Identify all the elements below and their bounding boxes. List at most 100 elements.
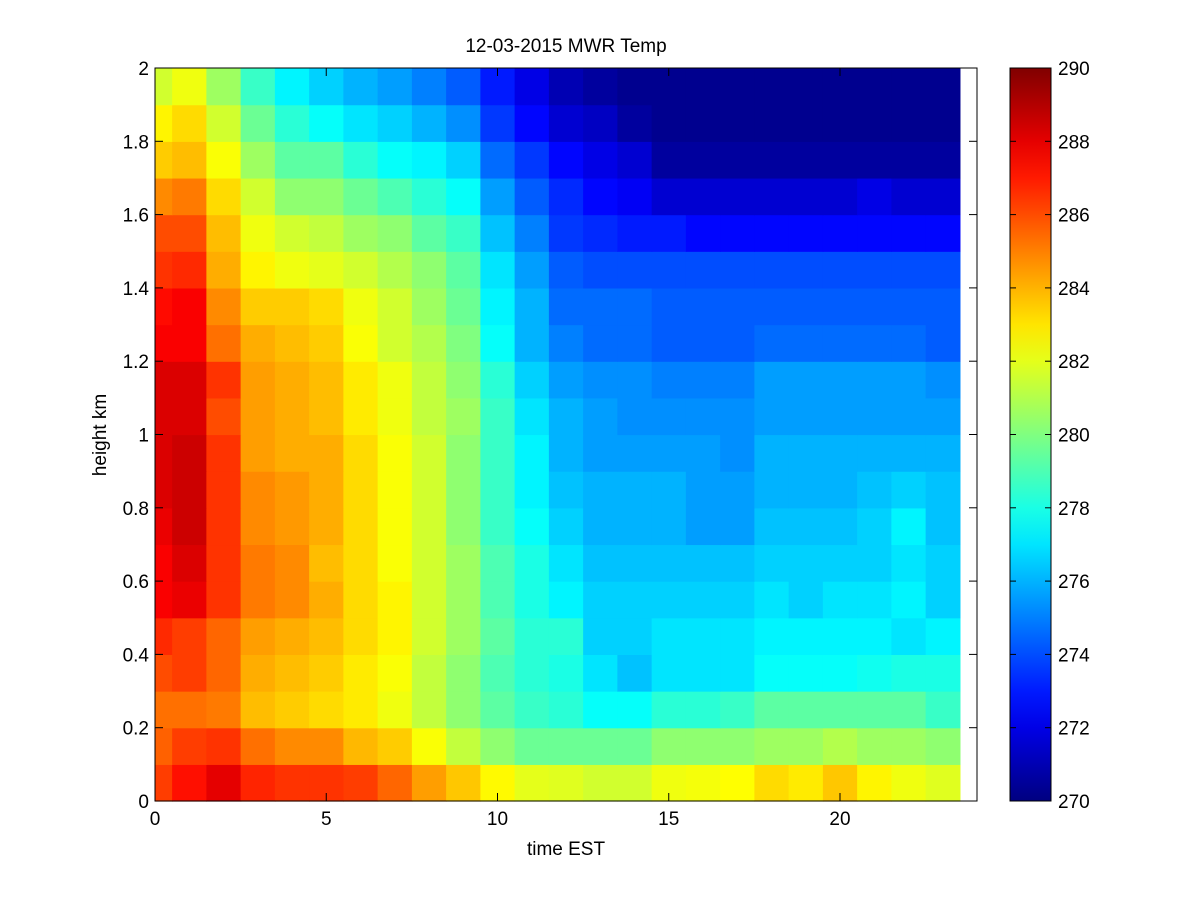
- heatmap-cell: [206, 324, 242, 362]
- heatmap-cell: [720, 104, 755, 142]
- heatmap-cell: [651, 654, 687, 692]
- heatmap-cell: [155, 397, 173, 436]
- heatmap-cell: [274, 544, 310, 582]
- heatmap-cell: [172, 544, 207, 582]
- heatmap-cell: [685, 251, 721, 289]
- heatmap-cell: [274, 177, 310, 216]
- heatmap-cell: [720, 68, 755, 106]
- heatmap-cell: [685, 727, 721, 765]
- heatmap-cell: [788, 544, 824, 582]
- heatmap-cell: [446, 507, 481, 546]
- heatmap-cell: [548, 361, 584, 399]
- heatmap-cell: [377, 654, 413, 692]
- heatmap-cell: [548, 507, 584, 546]
- heatmap-cell: [720, 251, 755, 289]
- y-tick-label: 2: [138, 59, 149, 80]
- heatmap-cell: [240, 617, 276, 655]
- heatmap-cell: [685, 544, 721, 582]
- heatmap-cell: [685, 214, 721, 252]
- heatmap-cell: [857, 68, 892, 106]
- heatmap-cell: [480, 104, 516, 142]
- heatmap-cell: [274, 727, 310, 765]
- heatmap-cell: [343, 617, 379, 655]
- heatmap-cell: [274, 397, 310, 436]
- heatmap-cell: [822, 434, 858, 472]
- heatmap-cell: [155, 287, 173, 326]
- heatmap-cell: [155, 214, 173, 252]
- heatmap-cell: [754, 287, 790, 326]
- heatmap-cell: [617, 141, 653, 179]
- heatmap-cell: [172, 214, 207, 252]
- heatmap-cell: [548, 471, 584, 509]
- heatmap-cell: [514, 507, 550, 546]
- colorbar-tick-label: 270: [1058, 792, 1090, 813]
- colorbar-tick-label: 276: [1058, 572, 1090, 593]
- heatmap-cell: [891, 397, 927, 436]
- heatmap-cell: [925, 617, 961, 655]
- heatmap-cell: [343, 214, 379, 252]
- heatmap-cell: [446, 691, 481, 729]
- heatmap-cell: [891, 141, 927, 179]
- heatmap-cell: [514, 324, 550, 362]
- heatmap-cell: [206, 507, 242, 546]
- heatmap-cell: [548, 544, 584, 582]
- heatmap-cell: [548, 764, 584, 802]
- heatmap-cell: [754, 727, 790, 765]
- heatmap-cell: [788, 361, 824, 399]
- heatmap-cell: [377, 581, 413, 619]
- heatmap-cell: [155, 251, 173, 289]
- heatmap-cell: [155, 654, 173, 692]
- heatmap-cell: [446, 104, 481, 142]
- heatmap-cell: [891, 691, 927, 729]
- heatmap-cell: [788, 434, 824, 472]
- heatmap-cell: [480, 617, 516, 655]
- heatmap-cell: [857, 544, 892, 582]
- heatmap-cell: [309, 471, 344, 509]
- heatmap-cell: [925, 251, 961, 289]
- heatmap-cell: [309, 654, 344, 692]
- heatmap-cell: [651, 544, 687, 582]
- heatmap-cell: [891, 361, 927, 399]
- heatmap-cell: [411, 68, 447, 106]
- heatmap-cell: [411, 691, 447, 729]
- heatmap-cell: [754, 177, 790, 216]
- heatmap-cell: [274, 104, 310, 142]
- heatmap-cell: [617, 764, 653, 802]
- heatmap-cell: [720, 764, 755, 802]
- heatmap-cell: [617, 507, 653, 546]
- heatmap-cell: [822, 214, 858, 252]
- heatmap-cell: [891, 544, 927, 582]
- heatmap-cell: [583, 397, 618, 436]
- heatmap-cell: [377, 141, 413, 179]
- heatmap-cell: [891, 764, 927, 802]
- heatmap-cell: [446, 68, 481, 106]
- heatmap-cell: [720, 691, 755, 729]
- heatmap-cell: [411, 727, 447, 765]
- heatmap-cell: [754, 691, 790, 729]
- heatmap-cell: [446, 141, 481, 179]
- heatmap-cell: [309, 691, 344, 729]
- heatmap-cell: [343, 654, 379, 692]
- heatmap-cell: [514, 544, 550, 582]
- heatmap-cell: [514, 214, 550, 252]
- heatmap-cell: [685, 324, 721, 362]
- heatmap-cell: [720, 617, 755, 655]
- heatmap-cell: [240, 177, 276, 216]
- heatmap-cell: [480, 544, 516, 582]
- heatmap-cell: [548, 214, 584, 252]
- heatmap-cell: [685, 471, 721, 509]
- heatmap-cell: [685, 177, 721, 216]
- heatmap-cell: [822, 397, 858, 436]
- heatmap-cell: [857, 397, 892, 436]
- heatmap-cell: [685, 617, 721, 655]
- heatmap-cell: [206, 287, 242, 326]
- heatmap-cell: [155, 68, 173, 106]
- heatmap-cell: [240, 434, 276, 472]
- heatmap-cell: [583, 324, 618, 362]
- heatmap-cell: [411, 104, 447, 142]
- heatmap-cell: [309, 214, 344, 252]
- heatmap-cell: [857, 214, 892, 252]
- heatmap-cell: [583, 507, 618, 546]
- heatmap-cell: [925, 727, 961, 765]
- heatmap-cell: [925, 177, 961, 216]
